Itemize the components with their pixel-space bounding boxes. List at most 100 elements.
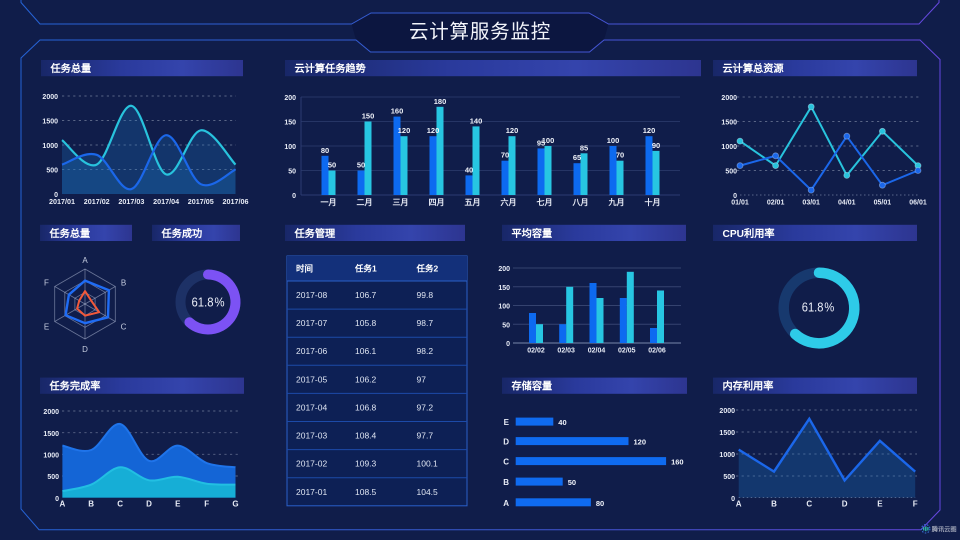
svg-text:98.7: 98.7 (417, 318, 434, 328)
svg-text:01/01: 01/01 (731, 200, 749, 207)
svg-text:任务1: 任务1 (354, 264, 377, 274)
svg-text:50: 50 (328, 161, 336, 170)
svg-text:500: 500 (725, 169, 737, 176)
svg-text:65: 65 (573, 153, 581, 162)
svg-text:97.7: 97.7 (417, 431, 434, 441)
svg-text:任务管理: 任务管理 (294, 227, 337, 240)
svg-text:B: B (88, 500, 94, 509)
svg-text:90: 90 (652, 141, 660, 150)
svg-text:109.3: 109.3 (355, 459, 377, 469)
svg-text:F: F (913, 500, 918, 509)
svg-text:四月: 四月 (429, 198, 445, 207)
svg-text:六月: 六月 (501, 197, 517, 207)
svg-text:0: 0 (54, 192, 58, 199)
svg-text:E: E (44, 323, 49, 332)
svg-text:02/01: 02/01 (767, 200, 785, 207)
svg-text:160: 160 (391, 107, 404, 116)
svg-text:500: 500 (47, 474, 59, 481)
svg-text:2000: 2000 (721, 95, 737, 102)
svg-text:120: 120 (427, 126, 440, 135)
svg-text:D: D (503, 438, 509, 447)
svg-text:70: 70 (501, 151, 509, 160)
svg-text:E: E (877, 500, 883, 509)
svg-text:A: A (82, 256, 88, 265)
svg-text:D: D (146, 500, 152, 509)
svg-text:100: 100 (542, 136, 555, 145)
svg-text:0: 0 (731, 496, 735, 503)
svg-text:100: 100 (284, 144, 296, 151)
svg-text:500: 500 (46, 168, 58, 175)
svg-text:E: E (175, 500, 181, 509)
svg-text:02/02: 02/02 (527, 348, 545, 355)
svg-text:2017-06: 2017-06 (296, 346, 327, 356)
svg-text:2017-01: 2017-01 (296, 487, 327, 497)
svg-text:G: G (232, 500, 238, 509)
svg-text:存储容量: 存储容量 (512, 380, 553, 393)
svg-text:40: 40 (465, 165, 473, 174)
svg-text:95: 95 (537, 138, 545, 147)
svg-text:2017-07: 2017-07 (296, 318, 327, 328)
svg-text:D: D (842, 500, 848, 509)
svg-text:A: A (736, 500, 742, 509)
svg-text:2017-03: 2017-03 (296, 431, 327, 441)
svg-text:任务完成率: 任务完成率 (49, 380, 101, 393)
svg-text:140: 140 (470, 116, 483, 125)
svg-text:内存利用率: 内存利用率 (723, 380, 774, 393)
svg-text:1000: 1000 (42, 143, 58, 150)
svg-text:106.8: 106.8 (355, 402, 377, 412)
svg-text:05/01: 05/01 (874, 200, 892, 207)
svg-text:106.2: 106.2 (355, 374, 377, 384)
svg-text:云计算总资源: 云计算总资源 (723, 62, 785, 75)
svg-text:80: 80 (596, 499, 604, 508)
svg-text:97.2: 97.2 (417, 402, 434, 412)
svg-text:2017-08: 2017-08 (296, 290, 327, 300)
svg-text:1000: 1000 (719, 452, 735, 459)
svg-text:九月: 九月 (608, 197, 625, 207)
svg-text:1500: 1500 (721, 120, 737, 127)
svg-text:02/04: 02/04 (588, 348, 606, 355)
svg-text:0: 0 (733, 193, 737, 200)
svg-text:02/05: 02/05 (618, 348, 636, 355)
svg-text:时间: 时间 (296, 264, 313, 274)
svg-text:106.7: 106.7 (355, 290, 377, 300)
svg-text:04/01: 04/01 (838, 200, 856, 207)
svg-text:腾讯云图: 腾讯云图 (931, 525, 957, 533)
svg-text:2017/02: 2017/02 (84, 197, 110, 206)
svg-text:97: 97 (417, 374, 427, 384)
svg-text:任务成功: 任务成功 (161, 227, 203, 240)
svg-text:任务总量: 任务总量 (49, 227, 91, 240)
svg-text:50: 50 (568, 478, 576, 487)
svg-text:0: 0 (292, 193, 296, 200)
svg-text:100: 100 (607, 136, 620, 145)
svg-text:200: 200 (498, 266, 510, 273)
svg-text:106.1: 106.1 (355, 346, 377, 356)
svg-text:100: 100 (498, 304, 510, 311)
svg-text:任务总量: 任务总量 (50, 62, 92, 75)
svg-text:F: F (204, 500, 209, 509)
svg-text:150: 150 (284, 120, 296, 127)
svg-text:50: 50 (502, 322, 510, 329)
svg-text:500: 500 (723, 474, 735, 481)
svg-text:100.1: 100.1 (417, 459, 439, 469)
svg-text:03/01: 03/01 (802, 200, 820, 207)
svg-text:云计算任务趋势: 云计算任务趋势 (295, 62, 367, 75)
svg-text:三月: 三月 (393, 198, 409, 207)
svg-text:C: C (806, 500, 812, 509)
svg-text:平均容量: 平均容量 (512, 227, 553, 240)
svg-text:任务2: 任务2 (416, 264, 439, 274)
svg-text:108.4: 108.4 (355, 431, 377, 441)
svg-text:云计算服务监控: 云计算服务监控 (409, 21, 551, 43)
svg-text:A: A (60, 500, 66, 509)
svg-text:C: C (117, 500, 123, 509)
svg-text:85: 85 (580, 143, 588, 152)
svg-text:2017/04: 2017/04 (153, 197, 179, 206)
svg-text:1500: 1500 (719, 430, 735, 437)
svg-text:B: B (771, 500, 777, 509)
svg-text:02/03: 02/03 (557, 348, 575, 355)
svg-text:150: 150 (362, 112, 375, 121)
svg-text:50: 50 (357, 161, 365, 170)
svg-text:七月: 七月 (537, 197, 553, 207)
svg-text:104.5: 104.5 (417, 487, 439, 497)
svg-text:C: C (503, 458, 509, 467)
svg-text:1000: 1000 (43, 453, 59, 460)
